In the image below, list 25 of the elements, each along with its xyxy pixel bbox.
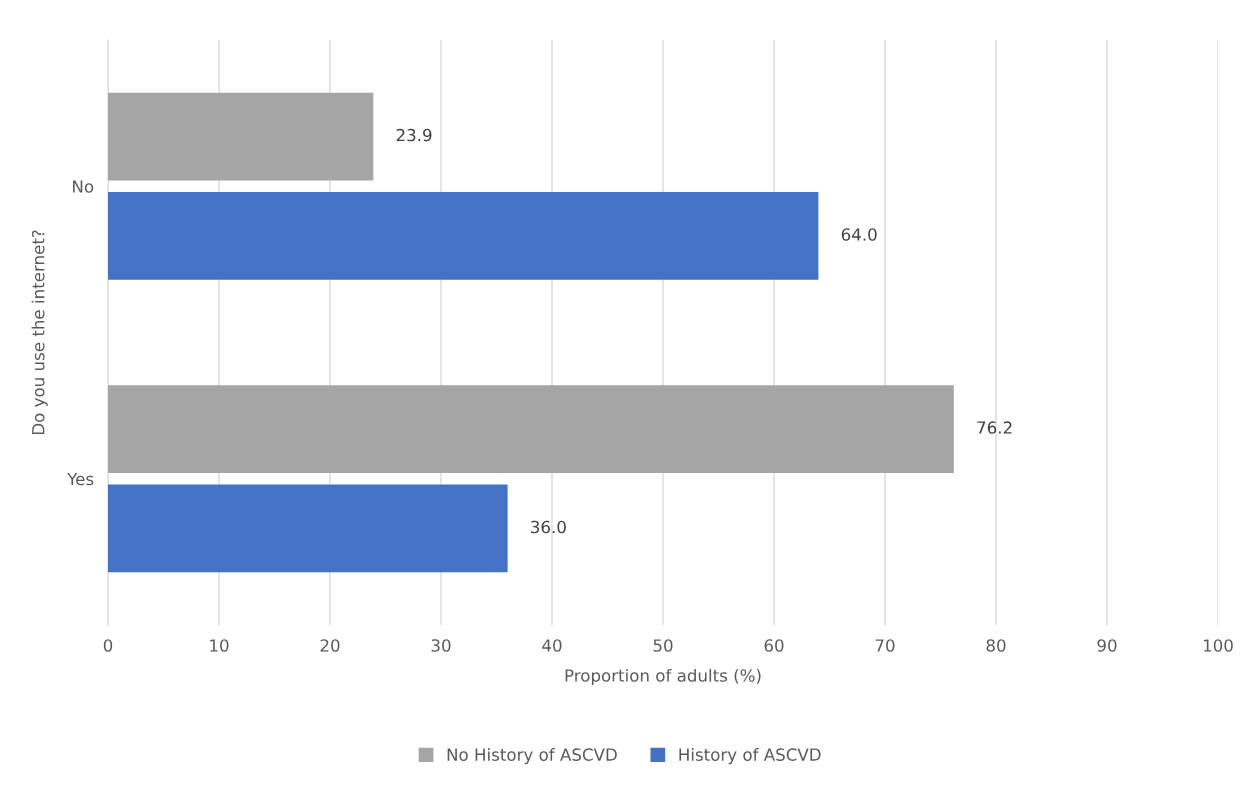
legend-label: History of ASCVD [679, 748, 821, 765]
x-tick-label: 0 [103, 639, 113, 652]
x-tick-label: 20 [320, 639, 340, 652]
bar [108, 484, 508, 573]
x-tick-label: 40 [542, 639, 562, 652]
x-tick-label: 70 [875, 639, 895, 652]
legend-label: No History of ASCVD [447, 748, 617, 765]
x-tick-label: 60 [764, 639, 784, 652]
y-tick-label: Yes [67, 472, 94, 486]
x-tick-label: 100 [1203, 639, 1233, 652]
y-axis-title: Do you use the internet? [31, 230, 48, 435]
data-label: 36.0 [531, 520, 566, 534]
x-tick-label: 80 [986, 639, 1006, 652]
data-label: 23.9 [396, 128, 432, 142]
data-label: 76.2 [977, 421, 1012, 434]
x-tick-label: 30 [431, 639, 451, 652]
x-tick-label: 10 [210, 639, 229, 652]
bar [108, 92, 374, 181]
bar [108, 385, 954, 473]
y-tick-label: No [73, 180, 94, 193]
data-label: 64.0 [841, 228, 877, 241]
x-axis-title: Proportion of adults (%) [565, 668, 761, 686]
x-tick-label: 50 [653, 639, 673, 652]
x-tick-label: 90 [1097, 639, 1117, 652]
bar [108, 192, 819, 280]
